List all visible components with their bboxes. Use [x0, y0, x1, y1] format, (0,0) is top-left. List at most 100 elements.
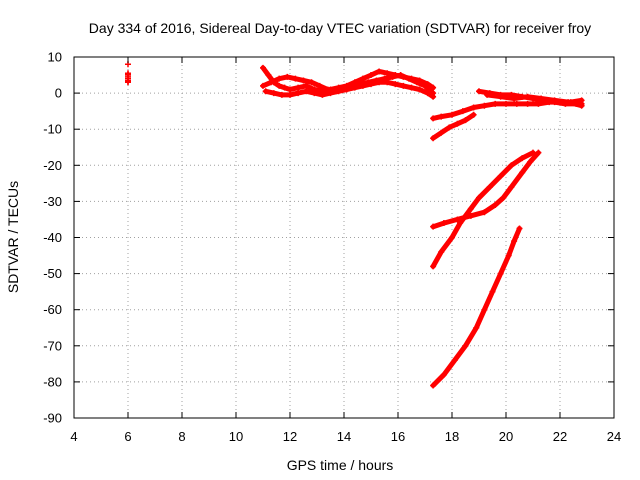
data-point: [287, 86, 293, 93]
data-point: [424, 90, 431, 97]
data-point: [413, 79, 420, 86]
data-point: [551, 97, 558, 104]
data-point: [265, 72, 272, 79]
x-tick-label: 18: [445, 429, 459, 444]
data-point: [343, 86, 350, 93]
y-tick-label: -40: [43, 230, 62, 245]
data-point: [397, 72, 404, 79]
data-point: [486, 183, 493, 190]
y-tick-label: -30: [43, 194, 62, 209]
data-point: [481, 209, 488, 216]
data-point: [276, 82, 283, 89]
data-point: [476, 194, 482, 201]
series: [125, 61, 131, 86]
data-point: [295, 90, 302, 97]
x-tick-label: 14: [337, 429, 351, 444]
data-point: [359, 82, 366, 89]
y-tick-label: 0: [55, 86, 62, 101]
data-point: [292, 75, 299, 82]
x-tick-label: 16: [391, 429, 405, 444]
data-point: [268, 79, 275, 86]
data-point: [125, 71, 131, 78]
data-point: [278, 91, 285, 98]
series: [262, 79, 437, 100]
data-point: [535, 149, 542, 156]
data-point: [438, 129, 445, 136]
data-point: [430, 135, 437, 142]
x-tick-label: 8: [178, 429, 185, 444]
data-point: [368, 72, 374, 79]
data-point: [400, 82, 407, 89]
data-point: [295, 84, 302, 91]
chart-title: Day 334 of 2016, Sidereal Day-to-day VTE…: [89, 20, 591, 36]
data-point: [497, 270, 504, 277]
data-point: [527, 158, 534, 165]
data-point: [376, 79, 383, 86]
data-point: [470, 111, 477, 118]
grid-lines: [74, 57, 614, 418]
data-point: [459, 108, 466, 115]
data-point: [524, 93, 531, 100]
data-point: [481, 102, 488, 109]
data-point: [284, 73, 291, 80]
y-tick-label: -20: [43, 158, 62, 173]
data-point: [422, 82, 428, 89]
series-line: [263, 79, 436, 100]
y-tick-label: -10: [43, 122, 62, 137]
data-point: [454, 120, 461, 127]
data-point: [516, 225, 523, 232]
data-point: [316, 82, 323, 89]
data-point: [449, 234, 455, 241]
data-point: [408, 84, 415, 91]
y-axis-label: SDTVAR / TECUs: [5, 181, 21, 293]
data-point: [125, 79, 131, 86]
data-point: [405, 75, 412, 82]
data-point: [300, 77, 307, 84]
data-point: [462, 117, 469, 124]
series: [430, 111, 477, 142]
data-point: [430, 93, 437, 100]
data-point: [440, 220, 447, 227]
x-tick-label: 4: [70, 429, 77, 444]
data-point: [500, 194, 507, 201]
data-point: [430, 382, 437, 389]
series: [430, 149, 536, 270]
data-point: [281, 84, 288, 91]
x-tick-label: 10: [229, 429, 243, 444]
data-point: [376, 68, 383, 75]
data-point: [508, 183, 515, 190]
data-point: [308, 79, 315, 86]
data-point: [260, 64, 266, 71]
axis-ticks: 4 6 8 10 12 14 16 18 20 22 24 10 0 -10 -20 -30 -40 -50 -60…: [43, 50, 621, 445]
data-point: [449, 111, 455, 118]
data-point: [538, 95, 545, 102]
data-point: [438, 113, 445, 120]
data-point: [368, 81, 374, 88]
data-point: [492, 100, 499, 107]
data-point: [503, 100, 509, 107]
y-tick-label: -60: [43, 302, 62, 317]
x-tick-label: 20: [499, 429, 513, 444]
data-point: [470, 104, 477, 111]
data-point: [327, 90, 334, 97]
data-point: [303, 82, 310, 89]
data-point: [476, 88, 482, 95]
data-point: [467, 212, 474, 219]
data-point: [359, 75, 366, 82]
data-point: [497, 173, 504, 180]
data-point: [303, 88, 310, 95]
data-point: [351, 84, 358, 91]
x-axis-label: GPS time / hours: [287, 457, 394, 473]
data-point: [335, 88, 342, 95]
data-point: [440, 371, 447, 378]
data-point: [446, 124, 453, 131]
data-point: [511, 95, 518, 102]
y-tick-label: -70: [43, 338, 62, 353]
y-tick-label: -50: [43, 266, 62, 281]
series: [430, 225, 523, 389]
data-point: [438, 248, 445, 255]
data-point: [462, 342, 469, 349]
data-point: [287, 91, 293, 98]
data-point: [454, 216, 461, 223]
data-point: [270, 90, 277, 97]
